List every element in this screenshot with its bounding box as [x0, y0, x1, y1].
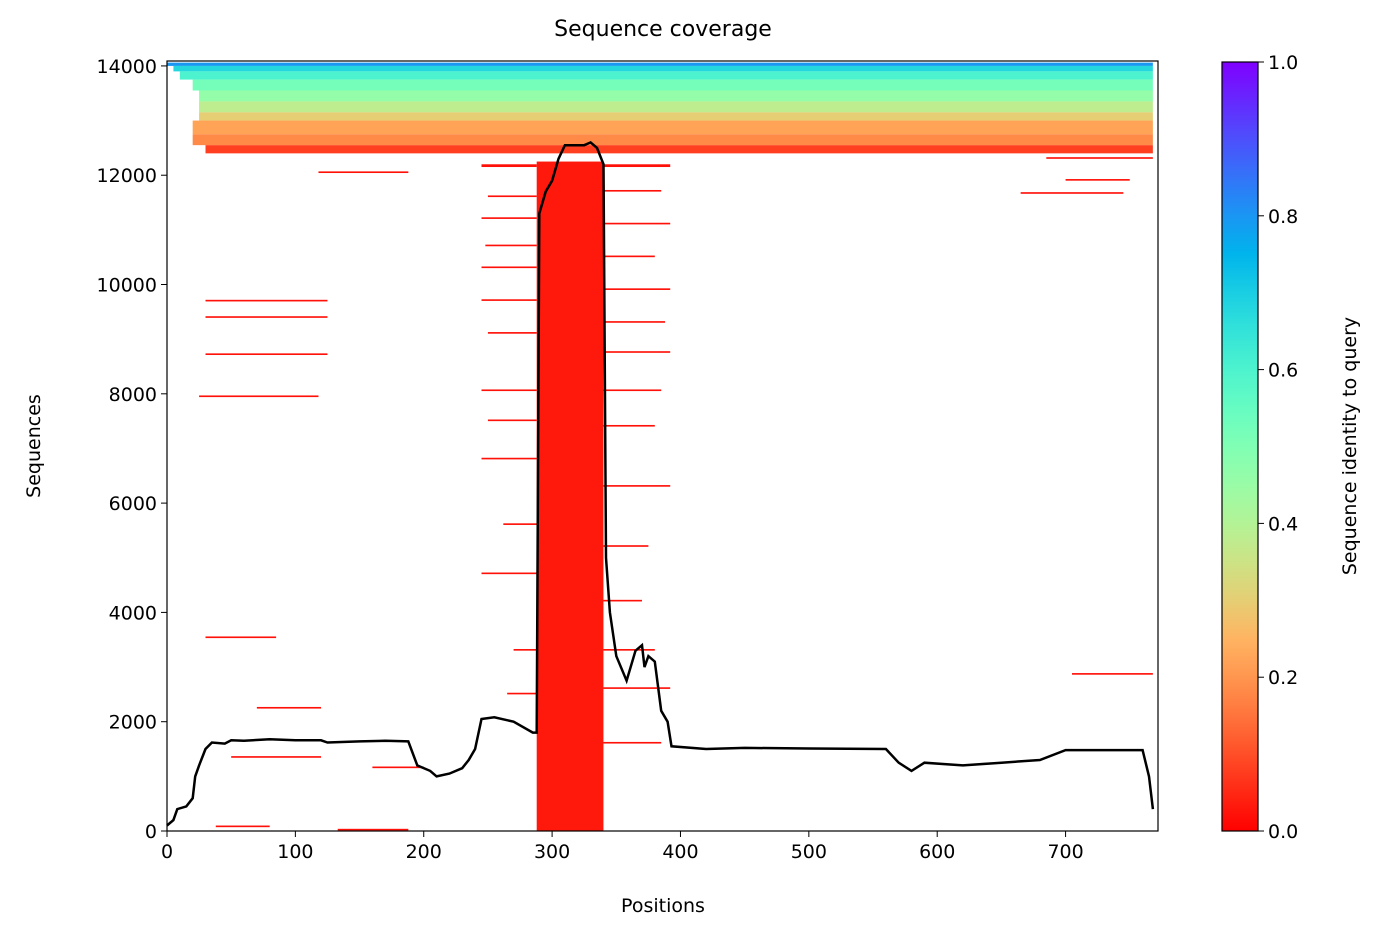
coverage-block: [603, 288, 671, 290]
coverage-block: [192, 120, 1153, 135]
y-axis-label: Sequences: [23, 394, 45, 498]
coverage-block: [536, 161, 604, 831]
coverage-block: [199, 90, 1153, 102]
coverage-block: [318, 171, 409, 174]
coverage-block: [192, 79, 1153, 91]
x-tick-label: 500: [791, 841, 827, 863]
coverage-block: [481, 389, 537, 392]
coverage-block: [603, 389, 662, 392]
y-tick-label: 8000: [109, 384, 157, 406]
x-tick-label: 700: [1047, 841, 1083, 863]
coverage-block: [179, 71, 1153, 80]
x-tick-label: 600: [919, 841, 955, 863]
coverage-block: [481, 266, 537, 269]
coverage-block: [173, 65, 1153, 72]
coverage-block: [603, 321, 666, 323]
y-tick-label: 12000: [97, 165, 157, 187]
coverage-block: [487, 332, 537, 334]
coverage-block: [215, 825, 270, 828]
coverage-block: [1071, 673, 1153, 675]
coverage-block: [372, 766, 424, 769]
y-tick-label: 2000: [109, 712, 157, 734]
coverage-block: [487, 195, 537, 198]
coverage-block: [337, 828, 409, 831]
colorbar-label: Sequence identity to query: [1339, 317, 1361, 575]
coverage-block: [256, 706, 322, 709]
coverage-block: [167, 62, 1153, 66]
coverage-block: [481, 572, 537, 575]
coverage-block: [481, 164, 537, 168]
coverage-block: [199, 101, 1153, 113]
colorbar-tick-label: 0.4: [1268, 513, 1298, 535]
coverage-line: [166, 140, 1155, 827]
coverage-block: [205, 145, 1153, 154]
coverage-block: [603, 164, 671, 168]
coverage-block: [603, 189, 662, 192]
y-tick-label: 6000: [109, 493, 157, 515]
x-tick-label: 100: [277, 841, 313, 863]
coverage-block: [231, 756, 322, 758]
x-tick-label: 200: [406, 841, 442, 863]
coverage-block: [603, 741, 662, 744]
y-tick-label: 4000: [109, 602, 157, 624]
chart-title: Sequence coverage: [554, 17, 772, 42]
coverage-block: [603, 599, 642, 602]
coverage-block: [481, 457, 537, 460]
coverage-block: [481, 299, 537, 301]
colorbar-tick-label: 1.0: [1268, 52, 1298, 74]
coverage-block: [513, 649, 537, 651]
x-axis-label: Positions: [621, 895, 705, 917]
plot-frame: [166, 60, 1159, 832]
coverage-block: [205, 636, 277, 639]
colorbar-tick-label: 0.0: [1268, 821, 1298, 843]
coverage-block: [192, 134, 1153, 146]
colorbar-tick-label: 0.8: [1268, 206, 1298, 228]
coverage-block: [199, 395, 319, 398]
coverage-block: [205, 316, 328, 318]
x-tick-label: 400: [662, 841, 698, 863]
coverage-block: [603, 649, 655, 651]
coverage-block: [199, 112, 1153, 121]
coverage-block: [603, 222, 671, 225]
coverage-block: [603, 687, 671, 689]
coverage-block: [503, 523, 537, 525]
coverage-block: [487, 419, 537, 422]
coverage-block: [205, 299, 328, 302]
colorbar-tick-label: 0.2: [1268, 667, 1298, 689]
coverage-block: [481, 217, 537, 219]
coverage-block: [205, 353, 328, 356]
coverage-block: [507, 692, 537, 695]
coverage-block: [603, 351, 671, 353]
x-tick-label: 300: [534, 841, 570, 863]
coverage-block: [1046, 157, 1153, 159]
coverage-block: [1065, 179, 1130, 181]
colorbar-tick-label: 0.6: [1268, 360, 1298, 382]
coverage-block: [603, 424, 655, 427]
colorbar: [1221, 61, 1259, 832]
x-tick-label: 0: [161, 841, 173, 863]
y-tick-label: 10000: [97, 275, 157, 297]
coverage-block: [603, 485, 671, 487]
y-tick-label: 14000: [97, 56, 157, 78]
coverage-block: [603, 545, 649, 547]
coverage-block: [603, 255, 655, 258]
coverage-block: [485, 244, 537, 247]
coverage-block: [1020, 192, 1124, 194]
y-tick-label: 0: [145, 821, 157, 843]
